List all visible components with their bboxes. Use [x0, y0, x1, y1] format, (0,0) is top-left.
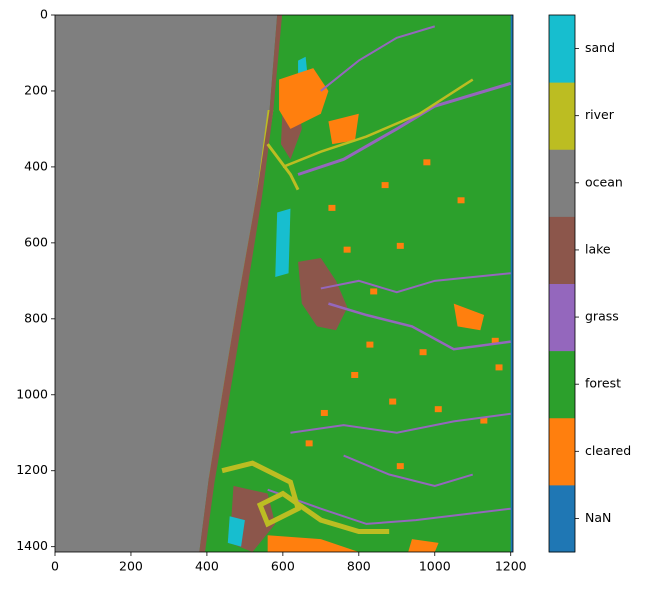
class-region	[267, 535, 359, 552]
class-region	[396, 242, 404, 249]
colorbar-segment	[549, 283, 575, 352]
colorbar-label: river	[585, 107, 615, 122]
y-tick-label: 400	[24, 158, 48, 173]
class-region	[351, 371, 359, 378]
y-tick-label: 600	[24, 234, 48, 249]
x-tick-label: 1000	[419, 559, 451, 574]
y-tick-label: 200	[24, 82, 48, 97]
class-region	[408, 539, 439, 552]
x-tick-label: 400	[195, 559, 219, 574]
class-region	[495, 364, 503, 371]
colorbar-segment	[549, 417, 575, 486]
x-tick-label: 200	[119, 559, 143, 574]
colorbar-label: grass	[585, 309, 619, 324]
class-region	[221, 460, 390, 534]
y-tick-label: 1200	[16, 462, 48, 477]
colorbar-label: lake	[585, 241, 611, 256]
class-region	[328, 302, 511, 351]
class-region	[434, 406, 442, 413]
y-tick-label: 1400	[16, 538, 48, 553]
class-region	[55, 15, 278, 552]
colorbar-label: cleared	[585, 443, 631, 458]
class-region	[457, 197, 465, 204]
colorbar-segment	[549, 484, 575, 553]
class-region	[297, 81, 512, 176]
class-region	[366, 341, 374, 348]
class-region	[396, 463, 404, 470]
class-region	[320, 25, 436, 92]
class-region	[227, 516, 245, 547]
class-region	[453, 303, 485, 331]
class-region	[491, 337, 499, 344]
class-region	[290, 412, 511, 434]
class-region	[328, 204, 336, 211]
axes-frame	[54, 14, 514, 553]
x-tick-label: 800	[347, 559, 371, 574]
colorbar-segment	[549, 216, 575, 284]
class-region	[510, 15, 513, 552]
class-region	[199, 15, 283, 552]
class-region	[282, 78, 474, 169]
colorbar-segment	[549, 15, 575, 83]
class-region	[389, 398, 397, 405]
class-region	[423, 159, 431, 166]
colorbar-label: NaN	[585, 510, 611, 525]
y-tick-label: 800	[24, 310, 48, 325]
class-region	[370, 288, 378, 295]
colorbar-segment	[549, 82, 575, 150]
class-region	[343, 454, 474, 487]
colorbar-label: sand	[585, 40, 615, 55]
class-region	[275, 208, 291, 278]
class-region	[328, 113, 359, 145]
x-tick-label: 0	[51, 559, 59, 574]
class-region	[267, 488, 511, 525]
class-region	[298, 258, 348, 331]
image	[55, 15, 513, 552]
x-tick-label: 600	[271, 559, 295, 574]
class-region	[320, 272, 511, 294]
class-region	[305, 440, 313, 447]
class-region	[480, 417, 488, 424]
class-region	[279, 68, 329, 129]
y-tick-label: 1000	[16, 386, 48, 401]
colorbar-frame	[548, 14, 576, 553]
class-region	[266, 143, 300, 191]
colorbar-label: ocean	[585, 174, 623, 189]
class-region	[381, 182, 389, 189]
colorbar-segment	[549, 350, 575, 419]
x-tick-label: 1200	[495, 559, 527, 574]
class-region	[419, 349, 427, 356]
colorbar-label: forest	[585, 376, 621, 391]
class-region	[343, 246, 351, 253]
colorbar-segment	[549, 149, 575, 217]
y-tick-label: 0	[40, 7, 48, 22]
class-region	[320, 409, 328, 416]
